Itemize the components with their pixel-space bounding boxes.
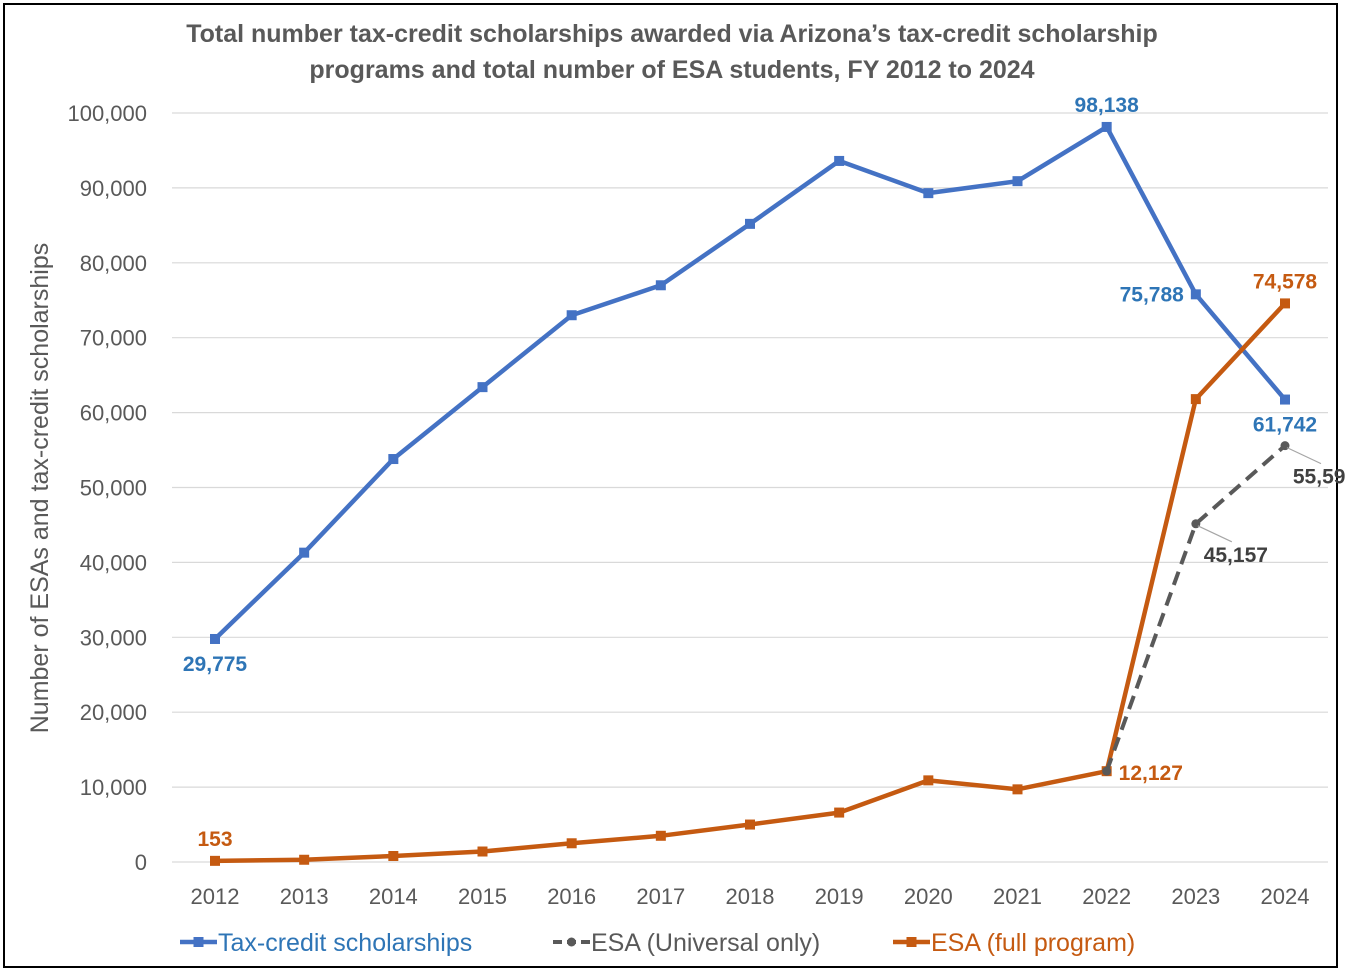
data-label: 61,742: [1253, 414, 1317, 437]
data-label: 55,590: [1293, 466, 1345, 489]
data-point: [834, 155, 845, 166]
x-tick-label: 2020: [904, 884, 953, 909]
data-point: [1012, 176, 1023, 187]
data-label: 45,157: [1204, 544, 1268, 567]
leader-line: [1286, 447, 1322, 465]
data-point: [655, 280, 666, 291]
y-axis-label: Number of ESAs and tax-credit scholarshi…: [26, 243, 54, 734]
data-point: [566, 310, 577, 321]
y-tick-label: 0: [135, 850, 147, 875]
gridlines: [172, 112, 1328, 863]
data-point: [477, 382, 488, 393]
x-axis-ticks: 2012 2013 2014 2015 2016 2017 2018 2019 2020 2021…: [191, 884, 1310, 909]
x-tick-label: 2016: [547, 884, 596, 909]
chart-title: Total number tax-credit scholarships awa…: [186, 20, 1158, 84]
x-tick-label: 2022: [1082, 884, 1131, 909]
data-point: [1102, 766, 1112, 776]
y-tick-label: 10,000: [80, 775, 147, 800]
legend-label: Tax-credit scholarships: [218, 929, 472, 957]
y-tick-label: 20,000: [80, 700, 147, 725]
data-point: [388, 851, 399, 862]
x-tick-label: 2019: [815, 884, 864, 909]
legend-label: ESA (Universal only): [591, 929, 820, 957]
data-label: 98,138: [1075, 94, 1140, 117]
y-tick-label: 100,000: [67, 101, 147, 126]
data-point: [210, 855, 220, 866]
legend-label: ESA (full program): [931, 929, 1135, 957]
data-label: 153: [197, 828, 232, 851]
data-label: 75,788: [1120, 283, 1185, 306]
data-point: [1280, 394, 1290, 405]
data-point: [1280, 298, 1290, 309]
x-tick-label: 2024: [1261, 884, 1310, 909]
y-tick-label: 90,000: [80, 176, 147, 201]
data-point: [923, 775, 934, 786]
data-point: [745, 218, 755, 229]
x-tick-label: 2023: [1171, 884, 1220, 909]
data-point: [1190, 289, 1201, 300]
data-point: [388, 454, 399, 465]
data-point: [655, 830, 666, 841]
series-esa-universal-only: [1102, 441, 1290, 776]
leader-line: [1197, 525, 1233, 543]
chart-title-line-2: programs and total number of ESA student…: [309, 56, 1034, 84]
x-tick-label: 2017: [636, 884, 685, 909]
data-point: [566, 838, 577, 849]
legend: Tax-credit scholarships ESA (Universal on…: [180, 929, 1135, 957]
data-point: [1101, 121, 1112, 132]
x-tick-label: 2014: [369, 884, 418, 909]
legend-marker: [567, 937, 576, 947]
data-point: [1190, 394, 1201, 405]
y-tick-label: 80,000: [80, 251, 147, 276]
data-label: 74,578: [1253, 270, 1318, 293]
y-axis-ticks: 0 10,000 20,000 30,000 40,000 50,000 60,000 70,…: [67, 101, 147, 875]
x-tick-label: 2018: [726, 884, 775, 909]
series-layer: [210, 121, 1290, 866]
y-tick-label: 40,000: [80, 550, 147, 575]
data-point: [1012, 784, 1023, 795]
data-labels: 29,775 98,138 75,788 61,742 45,157 55,590 153 1…: [183, 94, 1345, 851]
chart-frame: [3, 3, 1338, 968]
chart-title-line-1: Total number tax-credit scholarships awa…: [186, 20, 1158, 48]
y-tick-label: 70,000: [80, 326, 147, 351]
data-point: [834, 807, 845, 818]
x-tick-label: 2012: [191, 884, 240, 909]
y-tick-label: 30,000: [80, 625, 147, 650]
data-point: [299, 547, 310, 558]
data-label: 29,775: [183, 653, 248, 676]
x-tick-label: 2013: [280, 884, 329, 909]
data-point: [299, 854, 310, 865]
y-tick-label: 60,000: [80, 401, 147, 426]
data-point: [477, 846, 488, 857]
x-tick-label: 2015: [458, 884, 507, 909]
data-point: [210, 633, 220, 644]
data-point: [923, 188, 934, 199]
series-tax-credit-scholarships: [210, 121, 1290, 644]
data-label: 12,127: [1119, 762, 1183, 785]
legend-item: ESA (full program): [893, 929, 1135, 957]
x-tick-label: 2021: [993, 884, 1042, 909]
legend-marker: [906, 937, 917, 947]
legend-item: Tax-credit scholarships: [180, 929, 472, 957]
legend-marker: [193, 937, 204, 947]
series-line: [1104, 444, 1287, 772]
legend-item: ESA (Universal only): [553, 929, 820, 957]
data-point: [745, 819, 755, 830]
y-tick-label: 50,000: [80, 476, 147, 501]
